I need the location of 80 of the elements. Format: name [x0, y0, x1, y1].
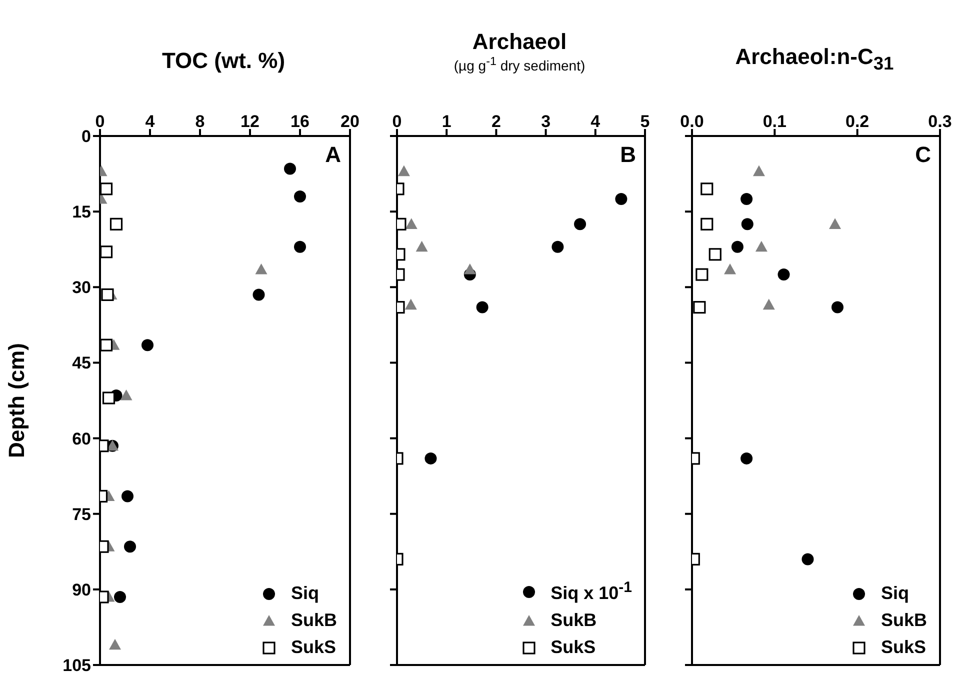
point [831, 301, 844, 314]
point [574, 218, 586, 230]
y-tick-label: 45 [72, 354, 91, 373]
point [696, 268, 708, 281]
x-tick-label: 5 [640, 112, 650, 131]
x-tick-label: 4 [145, 112, 156, 131]
point [100, 182, 113, 196]
chart-title: TOC (wt. %) [162, 48, 286, 74]
x-tick-label: 4 [590, 112, 601, 131]
point [700, 218, 714, 230]
point [110, 218, 123, 230]
point [778, 268, 790, 281]
y-tick-label: 75 [72, 504, 91, 524]
legend-label: Siq x 10$^{-1}$ [550, 579, 632, 604]
x-tick-label: 20 [340, 112, 360, 131]
point [708, 248, 722, 261]
x-tick-label: 0.1 [762, 112, 786, 131]
x-tick-label: 3 [541, 112, 551, 131]
point [802, 553, 814, 566]
point [255, 264, 268, 274]
point [731, 240, 744, 253]
legend-label: SukB [880, 610, 927, 631]
y-axis-title: Depth (cm) [4, 343, 29, 458]
point [100, 246, 113, 258]
annotation: A [325, 142, 341, 168]
legend-label: SukS [550, 637, 596, 658]
point [476, 301, 488, 314]
x-tick-label: 0.3 [928, 112, 952, 131]
point [464, 264, 476, 274]
point [142, 339, 154, 352]
point [114, 590, 126, 603]
x-tick-label: 0 [392, 112, 402, 131]
point [101, 288, 114, 301]
legend-label: SukB [290, 610, 337, 631]
point [755, 240, 768, 252]
point [740, 452, 753, 464]
legend-label: Siq [290, 583, 319, 604]
y-tick-label: 15 [72, 202, 91, 222]
point [294, 240, 306, 253]
point [552, 240, 564, 253]
point [122, 490, 134, 502]
legend-label: SukS [290, 637, 336, 658]
point [284, 162, 296, 175]
point [252, 288, 265, 301]
point [829, 218, 842, 229]
x-tick-label: 0.0 [680, 112, 704, 131]
point [740, 192, 753, 205]
point [741, 218, 754, 230]
point [109, 638, 121, 650]
point [124, 540, 136, 553]
legend-label: Siq [880, 583, 909, 604]
annotation: C [915, 142, 931, 168]
point [752, 165, 765, 176]
x-tick-label: 0 [95, 112, 105, 131]
y-tick-label: 60 [72, 429, 91, 448]
point [693, 300, 706, 314]
point [724, 264, 736, 274]
point [294, 190, 306, 202]
point [100, 338, 113, 352]
x-tick-label: 8 [195, 112, 205, 131]
legend-label: SukS [880, 637, 926, 658]
point [615, 192, 628, 205]
y-tick-label: 30 [72, 278, 91, 298]
x-tick-label: 0.2 [846, 112, 870, 131]
chart-title: Archaeol [472, 29, 567, 56]
point [102, 392, 116, 404]
x-tick-label: 16 [290, 112, 310, 131]
x-tick-label: 2 [491, 112, 501, 131]
legend-label: SukB [550, 610, 597, 631]
x-tick-label: 1 [442, 112, 452, 131]
chart-title: Archaeol:n-C$_{31}$ [735, 44, 894, 74]
y-tick-label: 105 [62, 656, 91, 676]
y-tick-label: 90 [72, 580, 91, 600]
chart-subtitle: (µg g$^{-1}$ dry sediment) [454, 55, 586, 74]
point [120, 389, 132, 400]
y-tick-label: 0 [82, 127, 91, 146]
point [700, 182, 714, 196]
annotation: B [620, 142, 636, 168]
point [762, 298, 775, 310]
x-tick-label: 12 [240, 112, 260, 131]
